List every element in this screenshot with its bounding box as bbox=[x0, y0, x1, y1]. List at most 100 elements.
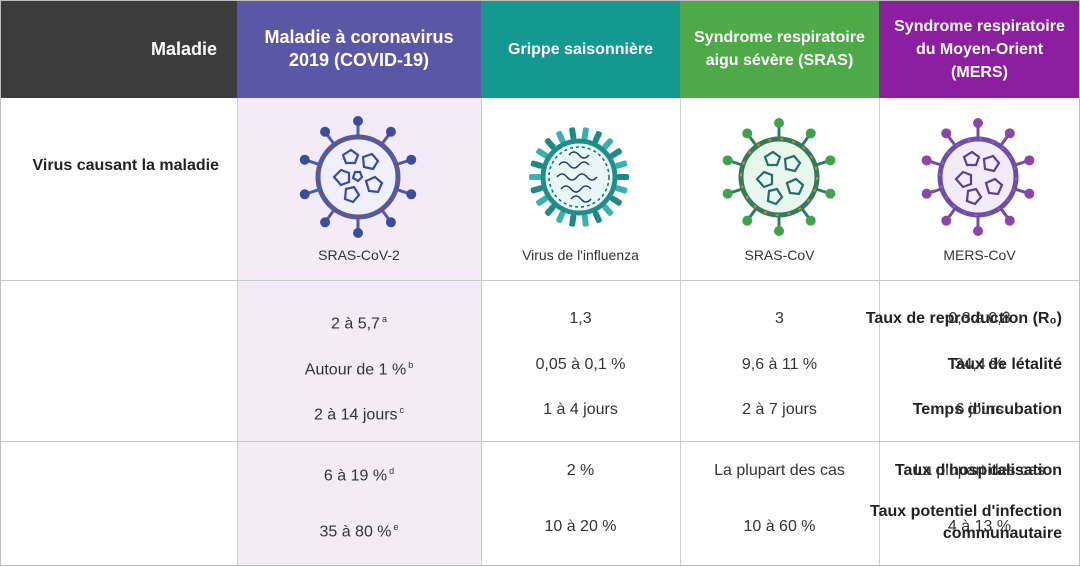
virus-spike-head bbox=[385, 217, 396, 228]
row-label-infection: Taux potentiel d'infection communautaire bbox=[870, 503, 1062, 542]
cell-covid-hospitalisation: 6 à 19 % d bbox=[323, 466, 395, 485]
virus-spike-head bbox=[825, 155, 836, 166]
cell-mers-infection: 4 à 13 % bbox=[947, 518, 1012, 535]
virus-spike-head bbox=[299, 154, 310, 165]
virus-spike-head bbox=[406, 154, 417, 165]
virus-spike bbox=[610, 148, 622, 159]
cell-flu-infection: 10 à 20 % bbox=[544, 518, 617, 535]
cell-flu-letalite: 0,05 à 0,1 % bbox=[535, 356, 626, 373]
cell-flu-incubation: 1 à 4 jours bbox=[543, 401, 618, 418]
cell-sras-reproduction: 3 bbox=[775, 310, 784, 327]
virus-spike-head bbox=[941, 215, 952, 226]
virus-spike bbox=[529, 174, 541, 180]
row-label-hospitalisation: Taux d'hospitalisation bbox=[894, 462, 1062, 479]
virus-spike-head bbox=[805, 215, 816, 226]
cell-covid-letalite: Autour de 1 % b bbox=[304, 360, 414, 379]
virus-spike-head bbox=[1024, 155, 1035, 166]
virus-spike-head bbox=[1004, 215, 1015, 226]
divider bbox=[879, 98, 880, 566]
header-flu: Grippe saisonnière bbox=[481, 0, 680, 98]
mers-virus-icon bbox=[921, 118, 1035, 236]
cell-flu-reproduction: 1,3 bbox=[569, 310, 592, 327]
virus-spike-head bbox=[299, 189, 310, 200]
cell-covid-reproduction: 2 à 5,7 a bbox=[331, 314, 387, 333]
row-label-virus: Virus causant la maladie bbox=[32, 157, 219, 174]
virus-name-flu: Virus de l'influenza bbox=[522, 247, 639, 263]
virus-spike-head bbox=[320, 126, 331, 137]
sras-virus-icon bbox=[722, 118, 836, 236]
cell-sras-letalite: 9,6 à 11 % bbox=[741, 356, 818, 373]
row-label-letalite: Taux de létalité bbox=[947, 356, 1062, 373]
virus-spike-head bbox=[973, 226, 983, 236]
cell-sras-infection: 10 à 60 % bbox=[743, 518, 816, 535]
virus-spike-head bbox=[1004, 128, 1015, 139]
cell-mers-incubation: 6 jours bbox=[955, 401, 1004, 418]
virus-spike bbox=[581, 214, 589, 227]
virus-spike bbox=[592, 210, 602, 224]
cell-mers-hospitalisation: La plupart des cas bbox=[914, 462, 1045, 479]
virus-spike bbox=[536, 195, 548, 206]
virus-spike-head bbox=[921, 155, 932, 166]
cell-covid-infection: 35 à 80 % e bbox=[319, 522, 399, 541]
virus-name-mers: MERS-CoV bbox=[943, 247, 1016, 263]
cell-flu-hospitalisation: 2 % bbox=[566, 462, 595, 479]
cell-covid-incubation: 2 à 14 jours c bbox=[313, 405, 405, 424]
virus-spike bbox=[610, 195, 622, 206]
virus-spikes bbox=[921, 118, 1035, 236]
virus-spike bbox=[592, 130, 602, 144]
virus-spike-head bbox=[1024, 188, 1035, 199]
virus-spike bbox=[569, 127, 577, 140]
virus-spike bbox=[556, 130, 566, 144]
header-mers: Syndrome respiratoire du Moyen-Orient (M… bbox=[879, 0, 1080, 98]
virus-spike-head bbox=[921, 188, 932, 199]
virus-spike bbox=[602, 204, 614, 216]
virus-name-sras: SRAS-CoV bbox=[744, 247, 815, 263]
virus-spike-head bbox=[774, 118, 784, 128]
virus-spikes bbox=[299, 116, 417, 238]
virus-spike-head bbox=[320, 217, 331, 228]
influenza-virus-icon bbox=[529, 127, 629, 227]
virus-spike bbox=[615, 160, 628, 169]
cell-mers-letalite: 34,4 % bbox=[954, 356, 1005, 373]
header-maladie: Maladie bbox=[0, 0, 237, 98]
virus-spike-head bbox=[385, 126, 396, 137]
virus-name-covid: SRAS-CoV-2 bbox=[318, 247, 400, 263]
virus-spike-head bbox=[973, 118, 983, 128]
virus-spike-head bbox=[742, 215, 753, 226]
virus-spike bbox=[615, 185, 628, 194]
header-covid: Maladie à coronavirus 2019 (COVID-19) bbox=[237, 0, 481, 98]
virus-spike bbox=[530, 160, 543, 169]
virus-spike bbox=[617, 174, 629, 180]
virus-spike bbox=[536, 148, 548, 159]
virus-spike-head bbox=[805, 128, 816, 139]
divider bbox=[237, 98, 238, 566]
covid-virus-icon bbox=[299, 116, 417, 238]
cell-sras-incubation: 2 à 7 jours bbox=[742, 401, 817, 418]
divider bbox=[680, 98, 681, 566]
virus-spike bbox=[556, 210, 566, 224]
virus-spike-head bbox=[353, 116, 363, 126]
virus-spike-head bbox=[825, 188, 836, 199]
cell-mers-reproduction: 0,3 à 0,8 bbox=[948, 310, 1011, 327]
row-divider bbox=[0, 280, 1080, 281]
virus-spike bbox=[581, 127, 589, 140]
virus-spikes bbox=[722, 118, 836, 236]
row-divider bbox=[0, 441, 1080, 442]
virus-spike bbox=[602, 138, 614, 150]
virus-spike bbox=[544, 204, 556, 216]
header-sras: Syndrome respiratoire aigu sévère (SRAS) bbox=[680, 0, 879, 98]
row-label-reproduction: Taux de reproduction (R₀) bbox=[865, 310, 1062, 327]
virus-spike-head bbox=[406, 189, 417, 200]
virus-spike bbox=[544, 138, 556, 150]
cell-sras-hospitalisation: La plupart des cas bbox=[714, 462, 845, 479]
virus-spike-head bbox=[722, 188, 733, 199]
virus-spike-head bbox=[742, 128, 753, 139]
row-label-incubation: Temps d'incubation bbox=[912, 401, 1062, 418]
virus-spike-head bbox=[941, 128, 952, 139]
flu-spikes bbox=[529, 127, 629, 227]
virus-spike-head bbox=[353, 228, 363, 238]
divider bbox=[481, 98, 482, 566]
virus-spike bbox=[530, 185, 543, 194]
virus-spike-head bbox=[722, 155, 733, 166]
virus-spike bbox=[569, 214, 577, 227]
